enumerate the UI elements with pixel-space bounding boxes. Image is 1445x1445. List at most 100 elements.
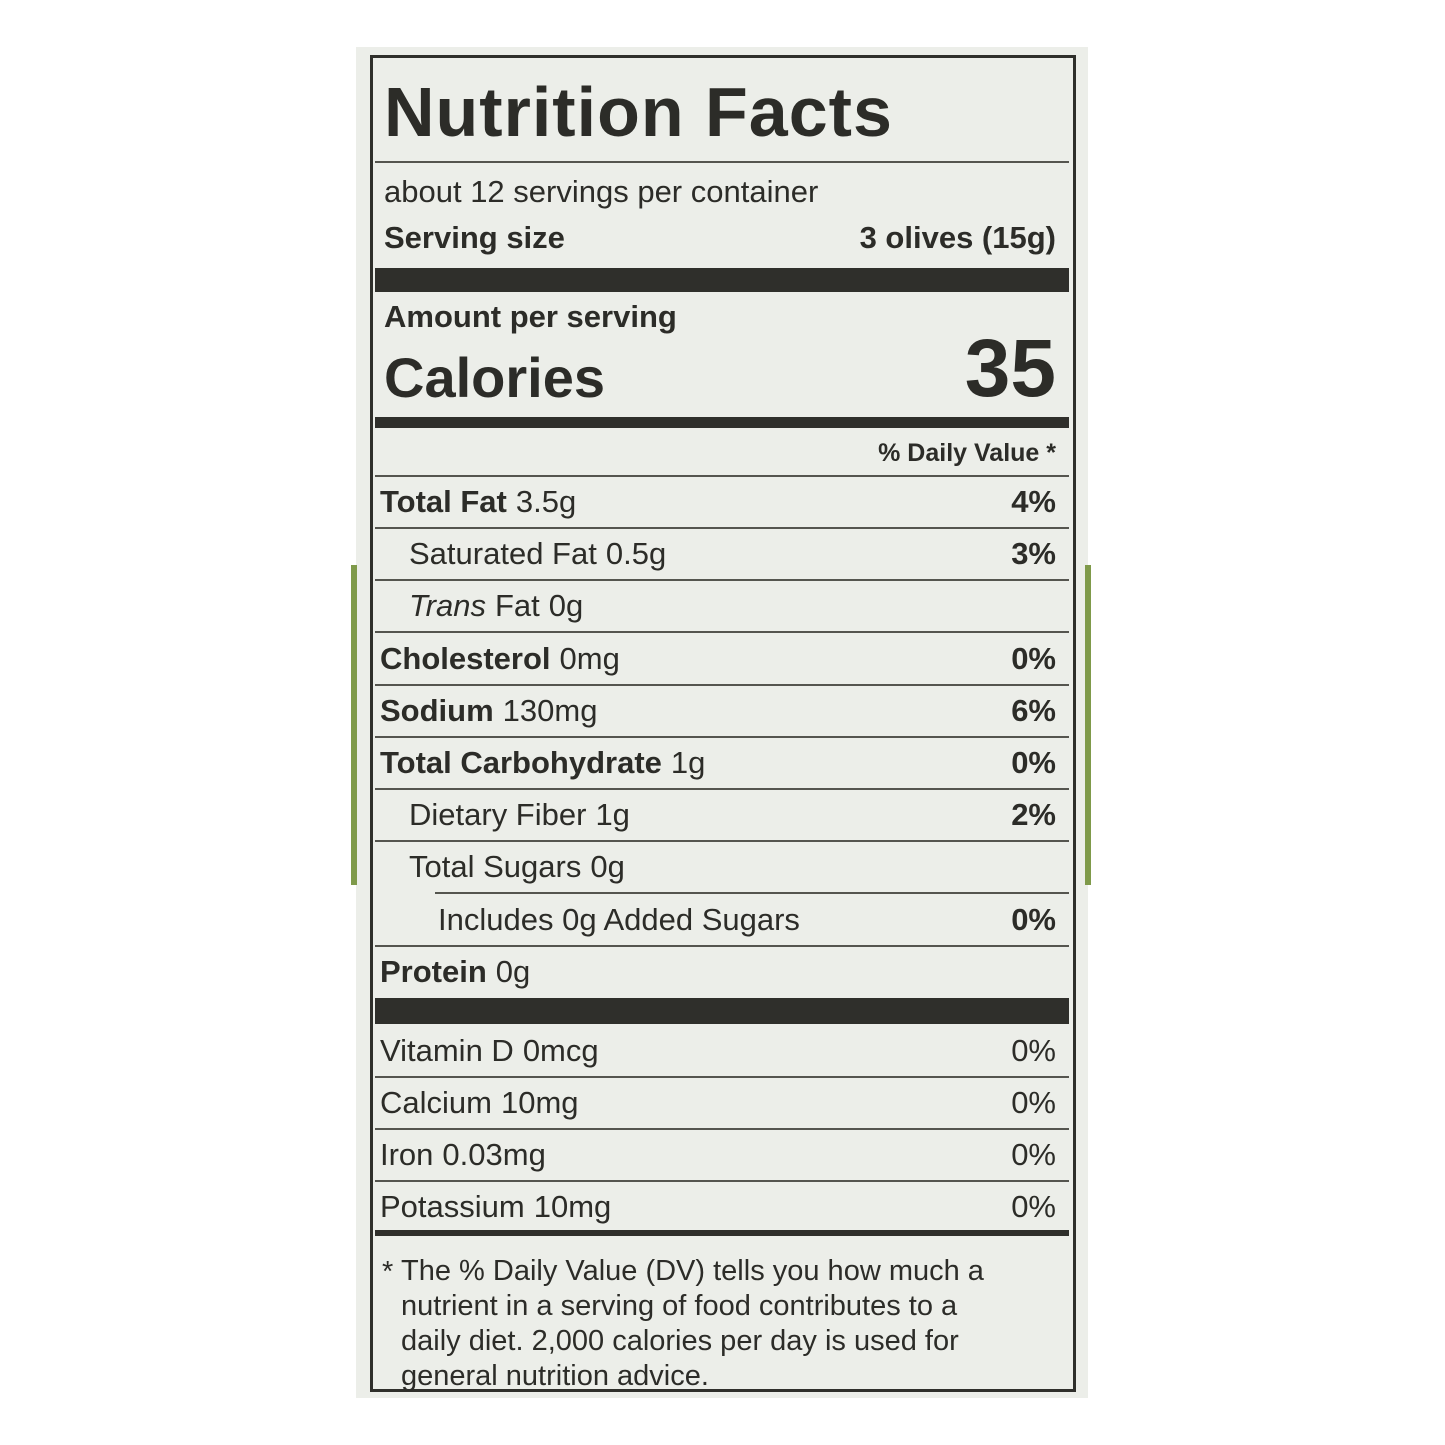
package-edge — [1085, 565, 1091, 885]
nutrient-amount: 0mcg — [522, 1033, 599, 1068]
nutrient-name-group: Dietary Fiber 1g — [380, 797, 630, 833]
nutrient-row: Trans Fat 0g — [380, 580, 1056, 632]
nutrient-name-group: Calcium 10mg — [380, 1085, 579, 1121]
nutrient-name-group: Includes 0g Added Sugars — [380, 902, 800, 938]
nutrient-name: Sodium — [380, 692, 494, 728]
nutrient-name: Protein — [380, 953, 487, 989]
divider — [375, 579, 1069, 582]
daily-value: 2% — [1011, 797, 1056, 833]
divider — [375, 788, 1069, 790]
nutrient-amount: 0g — [495, 953, 531, 989]
nutrient-name: Potassium — [380, 1189, 525, 1224]
nutrient-name-group: Total Sugars 0g — [380, 849, 625, 885]
nutrient-amount: 0mg — [559, 640, 620, 676]
nutrient-name: Includes 0g Added Sugars — [438, 901, 800, 937]
footnote: The % Daily Value (DV) tells you how muc… — [401, 1254, 984, 1394]
nutrient-row: Vitamin D 0mcg 0% — [380, 1025, 1056, 1077]
nutrient-row: Saturated Fat 0.5g 3% — [380, 528, 1056, 580]
daily-value: 0% — [1011, 745, 1056, 780]
nutrient-row: Total Carbohydrate 1g 0% — [380, 737, 1056, 789]
nutrient-amount: 0.5g — [605, 536, 667, 572]
nutrient-amount: 3.5g — [515, 484, 577, 519]
nutrient-name: Total Sugars — [409, 849, 582, 885]
nutrient-amount: 0.03mg — [442, 1137, 546, 1172]
label-frame — [370, 55, 1076, 1392]
daily-value: 0% — [1011, 1137, 1056, 1172]
daily-value: 4% — [1011, 484, 1056, 519]
nutrient-name: Total Fat — [380, 484, 507, 519]
daily-value: 0% — [1011, 1085, 1056, 1120]
nutrient-name: Total Carbohydrate — [380, 745, 662, 780]
daily-value: 0% — [1011, 640, 1056, 676]
nutrient-row: Includes 0g Added Sugars 0% — [380, 894, 1056, 946]
nutrient-row: Calcium 10mg 0% — [380, 1077, 1056, 1129]
thick-bar — [375, 998, 1069, 1024]
nutrient-name-group: Total Fat 3.5g — [380, 484, 576, 520]
nutrient-name-group: Vitamin D 0mcg — [380, 1033, 599, 1069]
divider — [375, 475, 1069, 477]
nutrient-row: Sodium 130mg 6% — [380, 685, 1056, 737]
nutrient-amount: 10mg — [533, 1189, 612, 1224]
nutrient-name: Saturated Fat — [409, 536, 597, 572]
divider — [375, 735, 1069, 738]
nutrient-name-group: Total Carbohydrate 1g — [380, 745, 705, 781]
daily-value-header: % Daily Value * — [878, 439, 1056, 467]
daily-value: 0% — [1011, 1033, 1056, 1068]
nutrient-row: Protein 0g — [380, 946, 1056, 998]
nutrient-row: Total Fat 3.5g 4% — [380, 476, 1056, 528]
footnote-marker: * — [382, 1256, 394, 1288]
nutrient-name: Dietary Fiber — [409, 797, 587, 833]
nutrient-amount: 1g — [670, 745, 706, 780]
nutrient-name-group: Trans Fat 0g — [380, 588, 583, 624]
divider — [375, 1128, 1069, 1130]
footnote-line: nutrient in a serving of food contribute… — [401, 1290, 958, 1322]
divider — [375, 161, 1069, 163]
daily-value: 6% — [1011, 692, 1056, 728]
title: Nutrition Facts — [384, 73, 893, 151]
nutrient-name: Calcium — [380, 1085, 492, 1120]
daily-value: 3% — [1011, 536, 1056, 572]
divider — [375, 840, 1069, 843]
nutrient-row: Iron 0.03mg 0% — [380, 1129, 1056, 1181]
divider — [375, 1180, 1069, 1182]
nutrient-amount: 10mg — [500, 1085, 579, 1120]
nutrient-name: Cholesterol — [380, 640, 551, 676]
divider — [435, 892, 1069, 895]
nutrient-amount: 0g — [590, 849, 625, 885]
nutrient-name-group: Iron 0.03mg — [380, 1137, 546, 1173]
nutrient-amount: 130mg — [502, 692, 598, 728]
divider — [375, 683, 1069, 686]
nutrient-amount: 0g — [548, 588, 584, 624]
daily-value: 0% — [1011, 901, 1056, 937]
nutrient-name: Iron — [380, 1137, 434, 1172]
package-edge — [351, 565, 357, 885]
nutrient-row: Dietary Fiber 1g 2% — [380, 789, 1056, 841]
nutrient-row: Total Sugars 0g — [380, 841, 1056, 893]
nutrient-name-group: Sodium 130mg — [380, 693, 597, 729]
nutrient-name: Fat — [494, 588, 540, 624]
calories-label: Calories — [384, 346, 605, 409]
servings: about 12 servings per container — [384, 174, 819, 209]
thick-bar — [375, 268, 1069, 292]
thick-bar — [375, 417, 1069, 428]
divider — [375, 944, 1069, 947]
divider — [375, 631, 1069, 634]
nutrient-name-group: Protein 0g — [380, 954, 530, 990]
nutrient-row: Cholesterol 0mg 0% — [380, 633, 1056, 685]
footnote-line: general nutrition advice. — [401, 1360, 709, 1392]
serving-size-label: Serving size — [384, 220, 565, 255]
footnote-line: The % Daily Value (DV) tells you how muc… — [401, 1255, 984, 1287]
daily-value: 0% — [1011, 1189, 1056, 1224]
serving-size-value: 3 olives (15g) — [859, 220, 1056, 255]
amount-per-serving: Amount per serving — [384, 299, 677, 334]
nutrient-name-group: Potassium 10mg — [380, 1189, 611, 1225]
nutrient-amount: 1g — [595, 797, 630, 833]
nutrient-name: Vitamin D — [380, 1033, 514, 1068]
divider — [375, 1076, 1069, 1078]
nutrient-name-group: Saturated Fat 0.5g — [380, 536, 666, 572]
nutrient-name-group: Cholesterol 0mg — [380, 641, 620, 677]
nutrient-row: Potassium 10mg 0% — [380, 1181, 1056, 1233]
calories-value: 35 — [964, 323, 1056, 414]
thick-bar — [375, 1230, 1069, 1236]
